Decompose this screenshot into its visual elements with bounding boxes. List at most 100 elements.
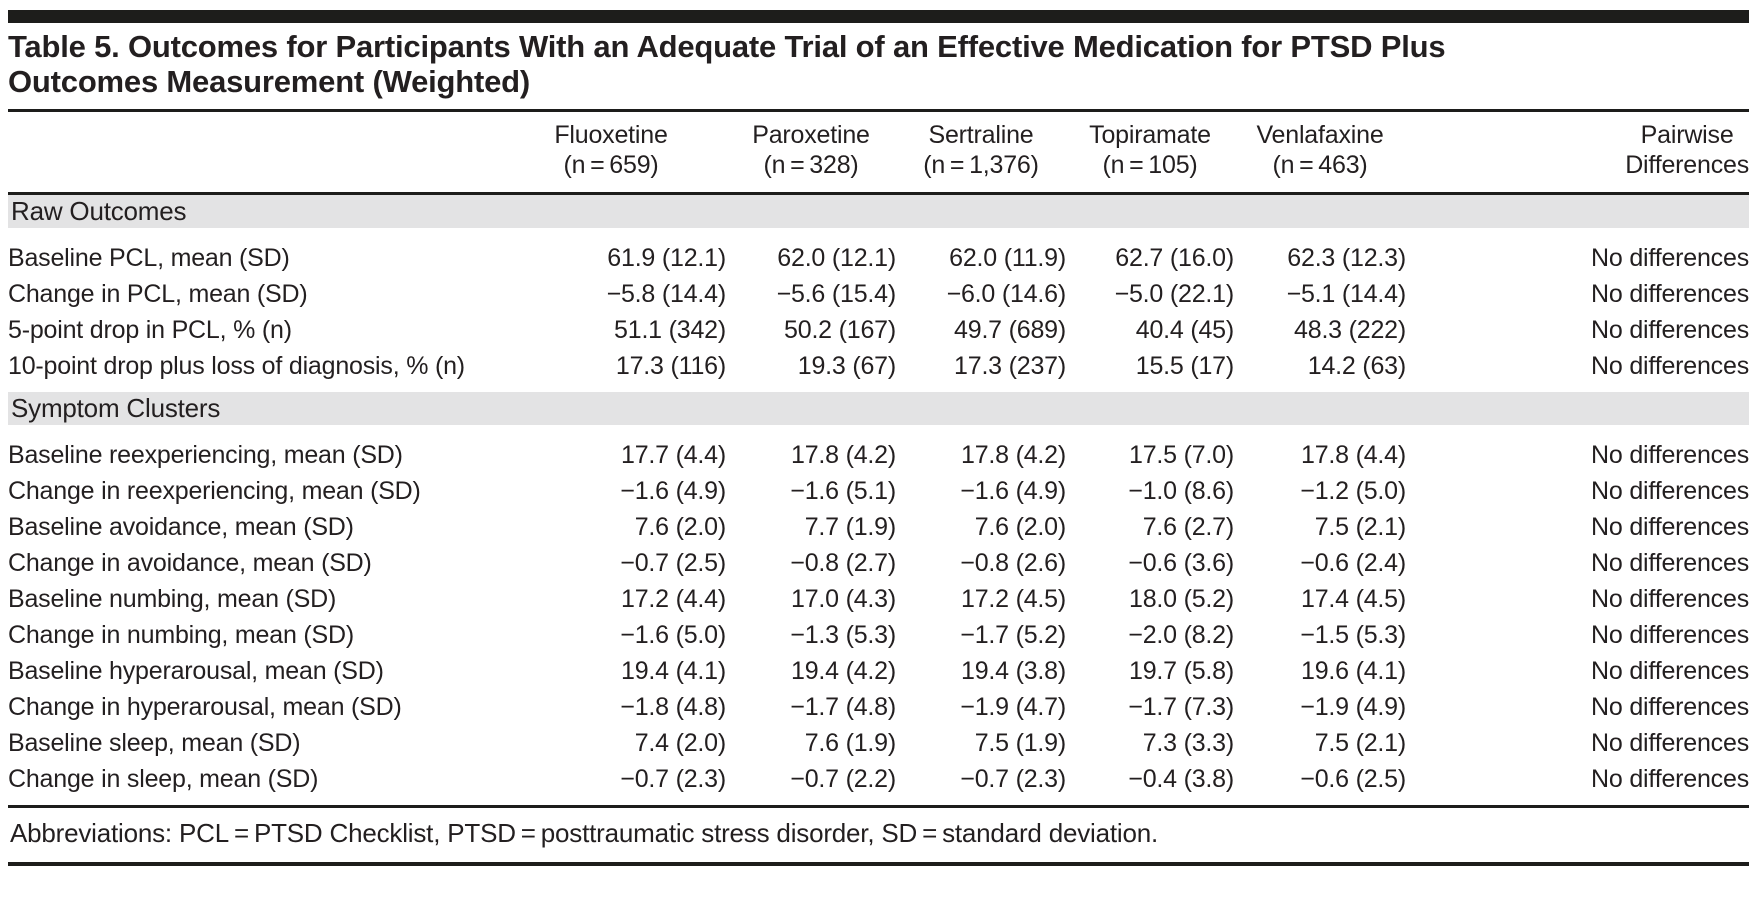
value-cell: −1.8 (4.8) (620, 693, 726, 721)
pairwise-cell: No differences (1591, 621, 1749, 649)
paper-table-figure: Table 5. Outcomes for Participants With … (0, 10, 1757, 901)
header-pairwise-differences: Pairwise Differences (1406, 112, 1749, 195)
value-cell: 19.3 (67) (797, 352, 896, 380)
value-cell: −0.7 (2.5) (620, 549, 726, 577)
value-cell: −1.5 (5.3) (1300, 621, 1406, 649)
table-row: Baseline avoidance, mean (SD) 7.6 (2.0) … (8, 509, 1749, 545)
value-cell: 17.8 (4.2) (960, 441, 1066, 469)
value-cell: −1.9 (4.7) (960, 693, 1066, 721)
value-cell: −1.6 (5.1) (790, 477, 896, 505)
value-cell: 18.0 (5.2) (1128, 585, 1234, 613)
pairwise-cell: No differences (1591, 513, 1749, 541)
value-cell: 17.3 (116) (615, 352, 726, 380)
value-cell: −0.8 (2.6) (960, 549, 1066, 577)
value-cell: −0.6 (3.6) (1128, 549, 1234, 577)
table-title-line-2: Outcomes Measurement (Weighted) (8, 64, 531, 99)
pairwise-cell: No differences (1591, 280, 1749, 308)
table-row: Change in numbing, mean (SD) −1.6 (5.0) … (8, 617, 1749, 653)
value-cell: 19.6 (4.1) (1300, 657, 1406, 685)
value-cell: −1.7 (5.2) (960, 621, 1066, 649)
table-title: Table 5. Outcomes for Participants With … (8, 23, 1749, 112)
drug-name: Paroxetine (752, 121, 870, 149)
value-cell: −5.8 (14.4) (606, 280, 727, 308)
row-label: Baseline avoidance, mean (SD) (8, 513, 354, 541)
table-row: Baseline reexperiencing, mean (SD) 17.7 … (8, 425, 1749, 473)
value-cell: −1.7 (4.8) (790, 693, 896, 721)
pairwise-cell: No differences (1591, 729, 1749, 757)
abbreviations-footnote: Abbreviations: PCL = PTSD Checklist, PTS… (8, 808, 1749, 866)
value-cell: 19.7 (5.8) (1128, 657, 1234, 685)
pairwise-cell: No differences (1591, 549, 1749, 577)
table-row: Baseline sleep, mean (SD) 7.4 (2.0) 7.6 … (8, 725, 1749, 761)
pairwise-cell: No differences (1591, 585, 1749, 613)
value-cell: 62.7 (16.0) (1115, 244, 1234, 272)
pairwise-cell: No differences (1591, 244, 1749, 272)
section-header-label: Raw Outcomes (8, 193, 1749, 228)
table-row: Baseline hyperarousal, mean (SD) 19.4 (4… (8, 653, 1749, 689)
value-cell: 7.5 (1.9) (974, 729, 1067, 757)
value-cell: −0.6 (2.5) (1300, 765, 1406, 793)
section-header-raw-outcomes: Raw Outcomes (8, 193, 1749, 228)
header-empty-cell (8, 112, 496, 195)
header-fluoxetine: Fluoxetine (n = 659) (496, 112, 726, 195)
value-cell: −1.9 (4.9) (1300, 693, 1406, 721)
row-label: Change in numbing, mean (SD) (8, 621, 354, 649)
value-cell: −1.2 (5.0) (1300, 477, 1406, 505)
row-label: Baseline numbing, mean (SD) (8, 585, 337, 613)
value-cell: −0.4 (3.8) (1128, 765, 1234, 793)
value-cell: 15.5 (17) (1135, 352, 1234, 380)
row-label: Change in hyperarousal, mean (SD) (8, 693, 402, 721)
row-label: 5-point drop in PCL, % (n) (8, 316, 292, 344)
outcomes-table: Fluoxetine (n = 659) Paroxetine (n = 328… (8, 112, 1749, 808)
table-row: 10-point drop plus loss of diagnosis, % … (8, 348, 1749, 388)
pairwise-cell: No differences (1591, 477, 1749, 505)
value-cell: −1.7 (7.3) (1128, 693, 1234, 721)
value-cell: 17.3 (237) (954, 352, 1066, 380)
row-label: Baseline hyperarousal, mean (SD) (8, 657, 384, 685)
header-sertraline: Sertraline (n = 1,376) (896, 112, 1066, 195)
value-cell: −1.6 (5.0) (620, 621, 726, 649)
pairwise-line-2: Differences (1625, 151, 1749, 179)
value-cell: 17.2 (4.4) (620, 585, 726, 613)
value-cell: −2.0 (8.2) (1128, 621, 1234, 649)
pairwise-line-1: Pairwise (1640, 121, 1734, 149)
value-cell: −0.8 (2.7) (790, 549, 896, 577)
value-cell: 49.7 (689) (954, 316, 1066, 344)
value-cell: 7.6 (2.0) (974, 513, 1067, 541)
value-cell: 7.5 (2.1) (1314, 729, 1407, 757)
value-cell: 50.2 (167) (784, 316, 896, 344)
value-cell: −0.6 (2.4) (1300, 549, 1406, 577)
header-paroxetine: Paroxetine (n = 328) (726, 112, 896, 195)
value-cell: 7.6 (1.9) (804, 729, 897, 757)
value-cell: 14.2 (63) (1307, 352, 1406, 380)
value-cell: −5.1 (14.4) (1286, 280, 1407, 308)
value-cell: −6.0 (14.6) (946, 280, 1067, 308)
value-cell: 62.3 (12.3) (1287, 244, 1406, 272)
drug-n: (n = 1,376) (923, 151, 1039, 179)
value-cell: 7.6 (2.0) (634, 513, 727, 541)
table-header: Fluoxetine (n = 659) Paroxetine (n = 328… (8, 112, 1749, 195)
row-label: Change in avoidance, mean (SD) (8, 549, 372, 577)
table-row: Baseline numbing, mean (SD) 17.2 (4.4) 1… (8, 581, 1749, 617)
drug-n: (n = 328) (763, 151, 859, 179)
value-cell: 17.2 (4.5) (960, 585, 1066, 613)
drug-n: (n = 659) (563, 151, 659, 179)
value-cell: 17.5 (7.0) (1128, 441, 1234, 469)
value-cell: 62.0 (11.9) (949, 244, 1066, 272)
value-cell: 17.8 (4.4) (1300, 441, 1406, 469)
value-cell: 7.6 (2.7) (1142, 513, 1235, 541)
table-top-rule (8, 10, 1749, 23)
row-label: Baseline sleep, mean (SD) (8, 729, 301, 757)
value-cell: 19.4 (4.2) (790, 657, 896, 685)
row-label: Baseline PCL, mean (SD) (8, 244, 290, 272)
value-cell: −5.0 (22.1) (1114, 280, 1235, 308)
header-topiramate: Topiramate (n = 105) (1066, 112, 1234, 195)
drug-n: (n = 105) (1102, 151, 1198, 179)
header-venlafaxine: Venlafaxine (n = 463) (1234, 112, 1406, 195)
value-cell: 7.5 (2.1) (1314, 513, 1407, 541)
pairwise-cell: No differences (1591, 693, 1749, 721)
value-cell: 17.4 (4.5) (1300, 585, 1406, 613)
table-row: Baseline PCL, mean (SD) 61.9 (12.1) 62.0… (8, 228, 1749, 276)
value-cell: 51.1 (342) (614, 316, 726, 344)
value-cell: 7.3 (3.3) (1142, 729, 1235, 757)
